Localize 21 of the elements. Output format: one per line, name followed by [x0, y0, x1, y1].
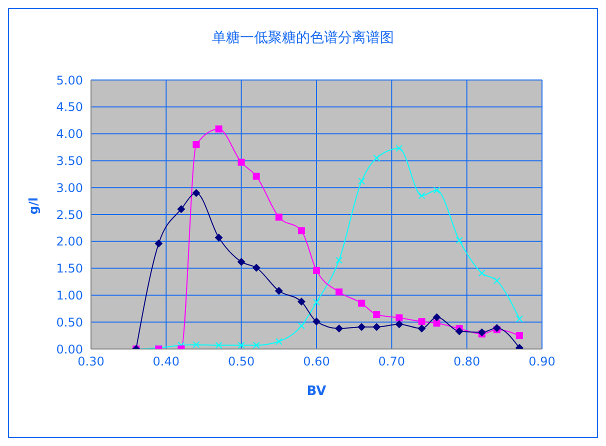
- x-axis-title: BV: [306, 384, 326, 399]
- y-tick-label: 1.00: [56, 288, 83, 302]
- chart-title: 单糖一低聚糖的色谱分离谱图: [211, 29, 395, 47]
- y-tick-label: 4.50: [56, 100, 83, 114]
- y-tick-label: 1.50: [56, 262, 83, 276]
- y-tick-label: 5.00: [56, 73, 83, 88]
- x-tick-label: 0.70: [378, 354, 406, 369]
- y-tick-label: 3.50: [56, 154, 83, 168]
- x-tick-label: 0.80: [453, 354, 480, 369]
- y-tick-label: 4.00: [56, 127, 83, 142]
- y-tick-label: 0.50: [56, 315, 83, 330]
- x-tick-label: 0.90: [528, 354, 556, 369]
- x-tick-label: 0.50: [228, 354, 255, 369]
- y-tick-label: 2.50: [56, 208, 83, 222]
- y-tick-label: 0.00: [56, 342, 83, 356]
- y-tick-label: 3.00: [56, 180, 83, 195]
- y-axis-title: g/l: [26, 197, 40, 214]
- x-tick-label: 0.30: [78, 354, 104, 369]
- x-tick-label: 0.60: [303, 354, 330, 369]
- y-tick-label: 2.00: [56, 234, 83, 249]
- x-tick-label: 0.40: [152, 354, 180, 369]
